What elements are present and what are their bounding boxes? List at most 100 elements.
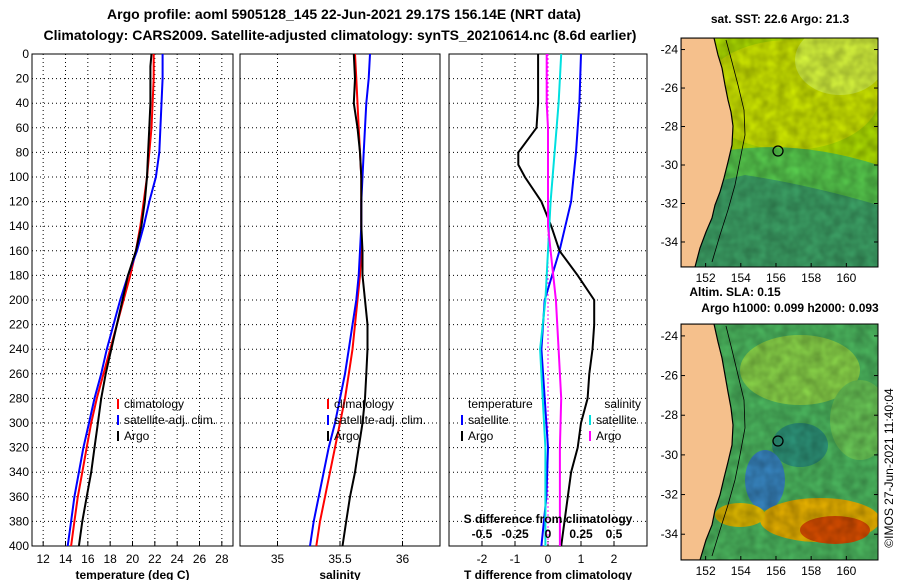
sla-ticks-lat-label: -26 <box>661 369 679 383</box>
sst-ticks-lon-label: 156 <box>766 271 786 285</box>
imos-watermark: ©IMOS 27-Jun-2021 11:40:04 <box>882 388 896 548</box>
diff-legend-title-left: temperature <box>468 397 533 411</box>
diff-legend-label-left: satellite <box>468 413 509 427</box>
depth-tick-label: 260 <box>9 367 29 381</box>
sla-ticks-lon-label: 156 <box>766 564 786 578</box>
sst-ticks-lat-label: -32 <box>661 196 679 210</box>
salinity-xtick-label: 35.5 <box>328 552 352 566</box>
sst-ticks-lat-label: -34 <box>661 235 679 249</box>
sst-ticks-lat-label: -30 <box>661 158 679 172</box>
sla-ticks-lat-label: -28 <box>661 408 679 422</box>
salinity-xtick-label: 35 <box>271 552 285 566</box>
diff-legend-label-right: Argo <box>596 429 622 443</box>
difference-xtick-label: -1 <box>510 552 521 566</box>
temperature-xtick-label: 16 <box>81 552 95 566</box>
temperature-series-argo <box>77 53 153 547</box>
difference-xtick-label: -2 <box>477 552 488 566</box>
sla-argo-marker <box>772 435 784 447</box>
sla-ticks-lon-label: 154 <box>731 564 751 578</box>
sst-map-title: sat. SST: 22.6 Argo: 21.3 <box>711 12 850 26</box>
temperature-xtick-label: 22 <box>148 552 162 566</box>
temperature-xtick-label: 28 <box>215 552 229 566</box>
sla-ticks-lat-label: -32 <box>661 488 679 502</box>
temperature-legend-label: satellite-adj. clim. <box>124 413 216 427</box>
sla-shelf-contour <box>711 325 746 557</box>
depth-tick-label: 100 <box>9 170 29 184</box>
temperature-xtick-label: 14 <box>59 552 73 566</box>
diff-series-t-argo <box>517 54 596 547</box>
sst-argo-marker <box>772 145 784 157</box>
temperature-xtick-label: 24 <box>170 552 184 566</box>
sst-ticks-lon-label: 160 <box>836 271 856 285</box>
sla-ticks-lon-label: 152 <box>696 564 716 578</box>
depth-tick-label: 140 <box>9 219 29 233</box>
sla-ticks-lat-label: -34 <box>661 527 679 541</box>
salinity-frame <box>239 53 441 547</box>
sla-land <box>681 324 734 560</box>
title-line-1: Argo profile: aoml 5905128_145 22-Jun-20… <box>107 6 581 22</box>
title-line-2: Climatology: CARS2009. Satellite-adjuste… <box>44 27 637 43</box>
salinity-series-argo <box>341 53 369 547</box>
depth-tick-label: 120 <box>9 195 29 209</box>
diff-top-tick-label: -0.5 <box>472 527 493 541</box>
sst-ticks-lon-label: 154 <box>731 271 751 285</box>
diff-series-s-argo <box>545 54 563 546</box>
difference-xtick-label: 2 <box>611 552 618 566</box>
diff-top-tick-label: 0 <box>545 527 552 541</box>
temperature-series-climatology <box>70 54 155 547</box>
depth-tick-label: 200 <box>9 293 29 307</box>
salinity-grid <box>240 53 440 547</box>
depth-tick-label: 360 <box>9 490 29 504</box>
sla-map-title-2: Argo h1000: 0.099 h2000: 0.093 <box>701 301 879 315</box>
salinity-legend-label: satellite-adj. clim. <box>334 413 426 427</box>
depth-tick-label: 340 <box>9 465 29 479</box>
difference-xlabel: T difference from climatology <box>464 568 632 580</box>
diff-top-tick-label: 0.5 <box>606 527 623 541</box>
depth-tick-label: 0 <box>22 47 29 61</box>
temperature-xlabel: temperature (deg C) <box>75 568 189 580</box>
sla-ticks-lon-label: 160 <box>836 564 856 578</box>
temperature-frame <box>31 53 234 547</box>
difference-grid <box>449 53 647 547</box>
difference-panel: -2 -1 0 1 2 T difference from climatology S di… <box>448 53 648 580</box>
sst-shelf-contour <box>711 39 746 263</box>
salinity-legend-label: climatology <box>334 397 394 411</box>
salinity-legend-label: Argo <box>334 429 360 443</box>
depth-tick-label: 20 <box>16 72 30 86</box>
sst-map: sat. SST: 22.6 Argo: 21.3 152 154 156 158 16… <box>661 12 879 285</box>
salinity-panel: 35 35.5 36 salinity climatology satellite-adj… <box>239 53 441 580</box>
temperature-xtick-label: 18 <box>103 552 117 566</box>
diff-top-tick-label: -0.25 <box>501 527 529 541</box>
diff-top-label: S difference from climatology <box>464 512 633 526</box>
diff-series-s-satellite <box>539 53 563 546</box>
sst-ticks-lat-label: -26 <box>661 81 679 95</box>
sla-ticks-lon-label: 158 <box>801 564 821 578</box>
temperature-grid <box>32 53 233 547</box>
depth-tick-label: 320 <box>9 441 29 455</box>
salinity-series-satellite-adj-clim- <box>309 53 371 547</box>
depth-tick-label: 400 <box>9 539 29 553</box>
sst-ticks-lat-label: -24 <box>661 43 679 57</box>
sst-land <box>681 38 734 267</box>
sst-map-frame <box>680 37 879 268</box>
diff-legend-label-left: Argo <box>468 429 494 443</box>
depth-tick-label: 80 <box>16 145 30 159</box>
temperature-panel: 12 14 16 18 20 22 24 26 28 temperature (deg C) 0 20… <box>9 47 234 580</box>
depth-tick-label: 280 <box>9 391 29 405</box>
depth-tick-label: 180 <box>9 268 29 282</box>
sla-map-title-1: Altim. SLA: 0.15 <box>689 285 781 299</box>
sla-map-frame <box>680 323 879 561</box>
salinity-xtick-label: 36 <box>396 552 410 566</box>
diff-legend-title-right: salinity <box>604 397 641 411</box>
sla-ticks-lat-label: -30 <box>661 448 679 462</box>
depth-tick-label: 220 <box>9 318 29 332</box>
sst-ticks-lon-label: 158 <box>801 271 821 285</box>
sst-ticks-lon-label: 152 <box>696 271 716 285</box>
depth-tick-label: 240 <box>9 342 29 356</box>
temperature-xtick-label: 26 <box>193 552 207 566</box>
diff-top-tick-label: 0.25 <box>569 527 593 541</box>
temperature-legend-label: Argo <box>124 429 150 443</box>
temperature-series-satellite-adj-clim- <box>66 54 164 547</box>
sla-map: Altim. SLA: 0.15 Argo h1000: 0.099 h2000… <box>661 285 879 578</box>
